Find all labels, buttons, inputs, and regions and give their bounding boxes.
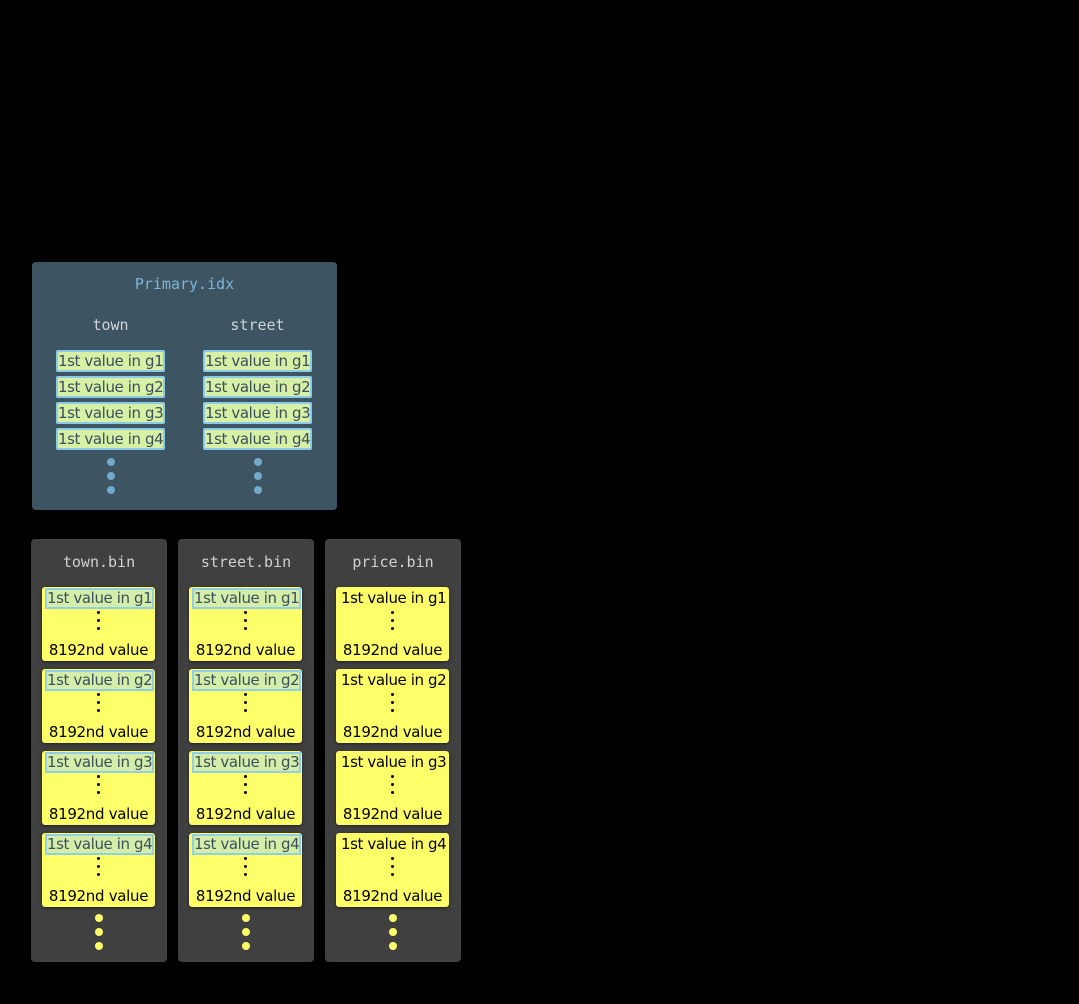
granule: 1st value in g3 8192nd value [336, 751, 449, 825]
granule-last-value: 8192nd value [342, 641, 443, 659]
granule-first-value: 1st value in g1 [45, 588, 154, 609]
granule: 1st value in g2 8192nd value [336, 669, 449, 743]
granule-last-value: 8192nd value [342, 887, 443, 905]
granule-first-value: 1st value in g1 [341, 589, 447, 607]
granule-last-value: 8192nd value [48, 723, 149, 741]
granule-last-value: 8192nd value [195, 641, 296, 659]
index-mark: 1st value in g3 [203, 402, 312, 424]
index-mark: 1st value in g4 [56, 428, 165, 450]
vertical-ellipsis-icon [336, 857, 449, 881]
vertical-ellipsis-icon [189, 611, 302, 635]
ellipsis-dot-icon [242, 942, 250, 950]
index-mark: 1st value in g2 [203, 376, 312, 398]
granule: 1st value in g2 8192nd value [42, 669, 155, 743]
granule-first-value: 1st value in g3 [192, 752, 301, 773]
ellipsis-dot-icon [242, 928, 250, 936]
granule-first-value: 1st value in g1 [192, 588, 301, 609]
granule-first-value: 1st value in g3 [341, 753, 447, 771]
ellipsis-dot-icon [389, 942, 397, 950]
ellipsis-dot-icon [95, 942, 103, 950]
index-mark: 1st value in g2 [56, 376, 165, 398]
column-file-price-bin: price.bin 1st value in g1 8192nd value 1st … [325, 539, 461, 962]
granule: 1st value in g2 8192nd value [189, 669, 302, 743]
vertical-ellipsis-icon [189, 775, 302, 799]
ellipsis-dot-icon [254, 486, 262, 494]
granule-last-value: 8192nd value [195, 805, 296, 823]
granule: 1st value in g4 8192nd value [189, 833, 302, 907]
granule-first-value: 1st value in g2 [192, 670, 301, 691]
granule-last-value: 8192nd value [48, 641, 149, 659]
vertical-ellipsis-icon [189, 693, 302, 717]
ellipsis-dot-icon [389, 914, 397, 922]
index-column-header: town [92, 316, 129, 334]
primary-index-title: Primary.idx [134, 275, 235, 293]
vertical-ellipsis-icon [336, 775, 449, 799]
granule-first-value: 1st value in g4 [45, 834, 154, 855]
column-file-town-bin: town.bin 1st value in g1 8192nd value 1st v… [31, 539, 167, 962]
granule: 1st value in g1 8192nd value [336, 587, 449, 661]
ellipsis-dot-icon [254, 458, 262, 466]
granule-last-value: 8192nd value [195, 887, 296, 905]
ellipsis-dot-icon [107, 486, 115, 494]
granule: 1st value in g3 8192nd value [42, 751, 155, 825]
granule-last-value: 8192nd value [342, 723, 443, 741]
granule-last-value: 8192nd value [342, 805, 443, 823]
ellipsis-dot-icon [95, 928, 103, 936]
granule-first-value: 1st value in g3 [45, 752, 154, 773]
vertical-ellipsis-icon [42, 857, 155, 881]
vertical-ellipsis-icon [336, 611, 449, 635]
vertical-ellipsis-icon [42, 693, 155, 717]
granule-last-value: 8192nd value [48, 887, 149, 905]
ellipsis-dot-icon [107, 458, 115, 466]
index-column-header: street [230, 316, 285, 334]
granule-last-value: 8192nd value [48, 805, 149, 823]
column-file-title: price.bin [352, 553, 434, 571]
granule: 1st value in g4 8192nd value [336, 833, 449, 907]
ellipsis-dot-icon [254, 472, 262, 480]
granule-first-value: 1st value in g2 [341, 671, 447, 689]
primary-index-panel: Primary.idx town 1st value in g1 1st value… [32, 262, 337, 510]
granule: 1st value in g3 8192nd value [189, 751, 302, 825]
granule-first-value: 1st value in g4 [341, 835, 447, 853]
ellipsis-dot-icon [95, 914, 103, 922]
vertical-ellipsis-icon [42, 611, 155, 635]
vertical-ellipsis-icon [42, 775, 155, 799]
column-file-title: street.bin [200, 553, 292, 571]
granule: 1st value in g4 8192nd value [42, 833, 155, 907]
ellipsis-dot-icon [389, 928, 397, 936]
index-mark: 1st value in g1 [203, 350, 312, 372]
granule-last-value: 8192nd value [195, 723, 296, 741]
index-mark: 1st value in g4 [203, 428, 312, 450]
column-file-title: town.bin [62, 553, 136, 571]
index-mark: 1st value in g3 [56, 402, 165, 424]
granule-first-value: 1st value in g2 [45, 670, 154, 691]
vertical-ellipsis-icon [336, 693, 449, 717]
column-file-street-bin: street.bin 1st value in g1 8192nd value 1st… [178, 539, 314, 962]
ellipsis-dot-icon [242, 914, 250, 922]
granule: 1st value in g1 8192nd value [189, 587, 302, 661]
ellipsis-dot-icon [107, 472, 115, 480]
granule: 1st value in g1 8192nd value [42, 587, 155, 661]
granule-first-value: 1st value in g4 [192, 834, 301, 855]
vertical-ellipsis-icon [189, 857, 302, 881]
index-mark: 1st value in g1 [56, 350, 165, 372]
